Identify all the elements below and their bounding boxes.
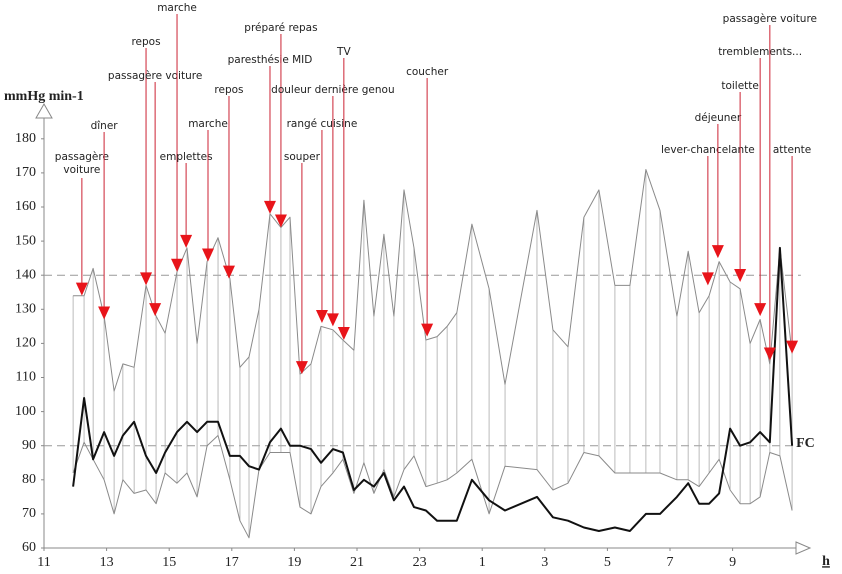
y-tick-label: 150 xyxy=(15,233,36,248)
annotation-arrow xyxy=(149,303,162,317)
annotation: passagère voiture xyxy=(108,70,202,317)
annotation-arrow xyxy=(98,306,111,320)
annotation-arrow xyxy=(421,323,434,337)
x-tick-label: 5 xyxy=(604,555,611,570)
annotation-label: paresthésie MID xyxy=(228,54,313,66)
annotation: rangé cuisine xyxy=(287,118,358,323)
annotation: repos xyxy=(214,84,244,279)
annotation: tremblements... xyxy=(718,46,802,317)
annotation: lever-chancelante xyxy=(661,144,755,286)
y-tick-label: 130 xyxy=(15,302,36,317)
x-tick-label: 19 xyxy=(287,555,301,570)
y-tick-label: 160 xyxy=(15,199,36,214)
y-tick-label: 170 xyxy=(15,165,36,180)
annotation-label: lever-chancelante xyxy=(661,144,755,156)
annotation-label: emplettes xyxy=(160,151,213,163)
x-tick-label: 23 xyxy=(413,555,427,570)
annotation-label: TV xyxy=(336,46,351,58)
y-tick-label: 120 xyxy=(15,336,36,351)
pressure-line xyxy=(73,169,793,392)
annotation-arrow xyxy=(754,303,767,317)
annotation: souper xyxy=(284,151,321,375)
x-tick-label: 17 xyxy=(225,555,239,570)
annotation-label: tremblements... xyxy=(718,46,802,58)
annotation: préparé repas xyxy=(244,22,318,228)
annotation: coucher xyxy=(406,66,449,337)
x-tick-label: 11 xyxy=(37,555,50,570)
x-tick-label: 21 xyxy=(350,555,364,570)
annotation-arrow xyxy=(274,214,287,228)
annotation-label: marche xyxy=(157,2,197,14)
annotation-label: marche xyxy=(188,118,228,130)
annotation-arrow xyxy=(222,265,235,279)
annotation: repos xyxy=(131,36,161,286)
annotation-label: passagère voiture xyxy=(108,70,202,82)
annotation: TV xyxy=(336,46,351,340)
annotation-arrow xyxy=(763,347,776,361)
annotation-arrow xyxy=(337,326,350,340)
annotation-label: déjeuner xyxy=(695,112,742,124)
annotation-label: préparé repas xyxy=(244,22,317,34)
annotation-label: repos xyxy=(214,84,243,96)
annotation-arrow xyxy=(75,282,88,296)
annotation: emplettes xyxy=(160,151,213,248)
annotation-arrow xyxy=(171,258,184,272)
y-axis-arrow xyxy=(35,102,53,119)
annotation-label: souper xyxy=(284,151,321,163)
annotation-label: dîner xyxy=(91,120,119,132)
x-tick-label: 7 xyxy=(667,555,674,570)
annotation-arrow xyxy=(326,313,339,327)
annotation-arrow xyxy=(295,361,308,375)
x-tick-label: 15 xyxy=(162,555,176,570)
annotation-arrow xyxy=(701,272,714,286)
annotation-label: repos xyxy=(131,36,160,48)
y-tick-label: 90 xyxy=(22,438,36,453)
y-tick-label: 70 xyxy=(22,506,36,521)
annotation: passagère voiture xyxy=(723,13,817,361)
annotation-label: attente xyxy=(773,144,811,156)
annotation: attente xyxy=(773,144,811,354)
annotation-label: toilette xyxy=(721,80,759,92)
annotation: toilette xyxy=(721,80,759,283)
x-tick-label: 3 xyxy=(541,555,548,570)
annotation-label: douleur dernière genou xyxy=(271,84,394,96)
annotation: marche xyxy=(157,2,197,272)
annotation-arrow xyxy=(315,309,328,323)
y-tick-label: 110 xyxy=(16,370,36,385)
annotation-arrow xyxy=(734,269,747,283)
pressure-line xyxy=(72,435,793,539)
annotation: dîner xyxy=(91,120,119,320)
y-tick-label: 60 xyxy=(22,540,36,555)
annotation-arrow xyxy=(140,272,153,286)
x-tick-label: 9 xyxy=(729,555,736,570)
annotation-label: passagère voiture xyxy=(723,13,817,25)
x-axis-label: h xyxy=(822,554,830,569)
x-tick-label: 1 xyxy=(479,555,486,570)
annotation-label: rangé cuisine xyxy=(287,118,358,130)
annotation-arrow xyxy=(202,248,215,262)
annotation: paresthésie MID xyxy=(228,54,313,214)
annotation-arrow xyxy=(263,200,276,214)
annotation-arrow xyxy=(786,340,799,354)
annotation-arrow xyxy=(180,234,193,248)
annotation-arrow xyxy=(711,245,724,259)
y-tick-label: 80 xyxy=(22,472,36,487)
series-label: FC xyxy=(796,436,815,451)
annotation-label: voiture xyxy=(63,164,100,176)
y-axis-label: mmHg min-1 xyxy=(4,89,84,104)
annotation-label: passagère xyxy=(55,151,109,163)
annotation: marche xyxy=(188,118,228,262)
annotation: douleur dernière genou xyxy=(271,84,395,327)
heart-rate-line xyxy=(72,246,794,532)
x-tick-label: 13 xyxy=(100,555,114,570)
y-tick-label: 140 xyxy=(15,267,36,282)
y-tick-label: 180 xyxy=(15,131,36,146)
annotation-label: coucher xyxy=(406,66,449,78)
annotation: déjeuner xyxy=(695,112,742,259)
y-tick-label: 100 xyxy=(15,404,36,419)
x-axis-arrow xyxy=(795,541,812,555)
